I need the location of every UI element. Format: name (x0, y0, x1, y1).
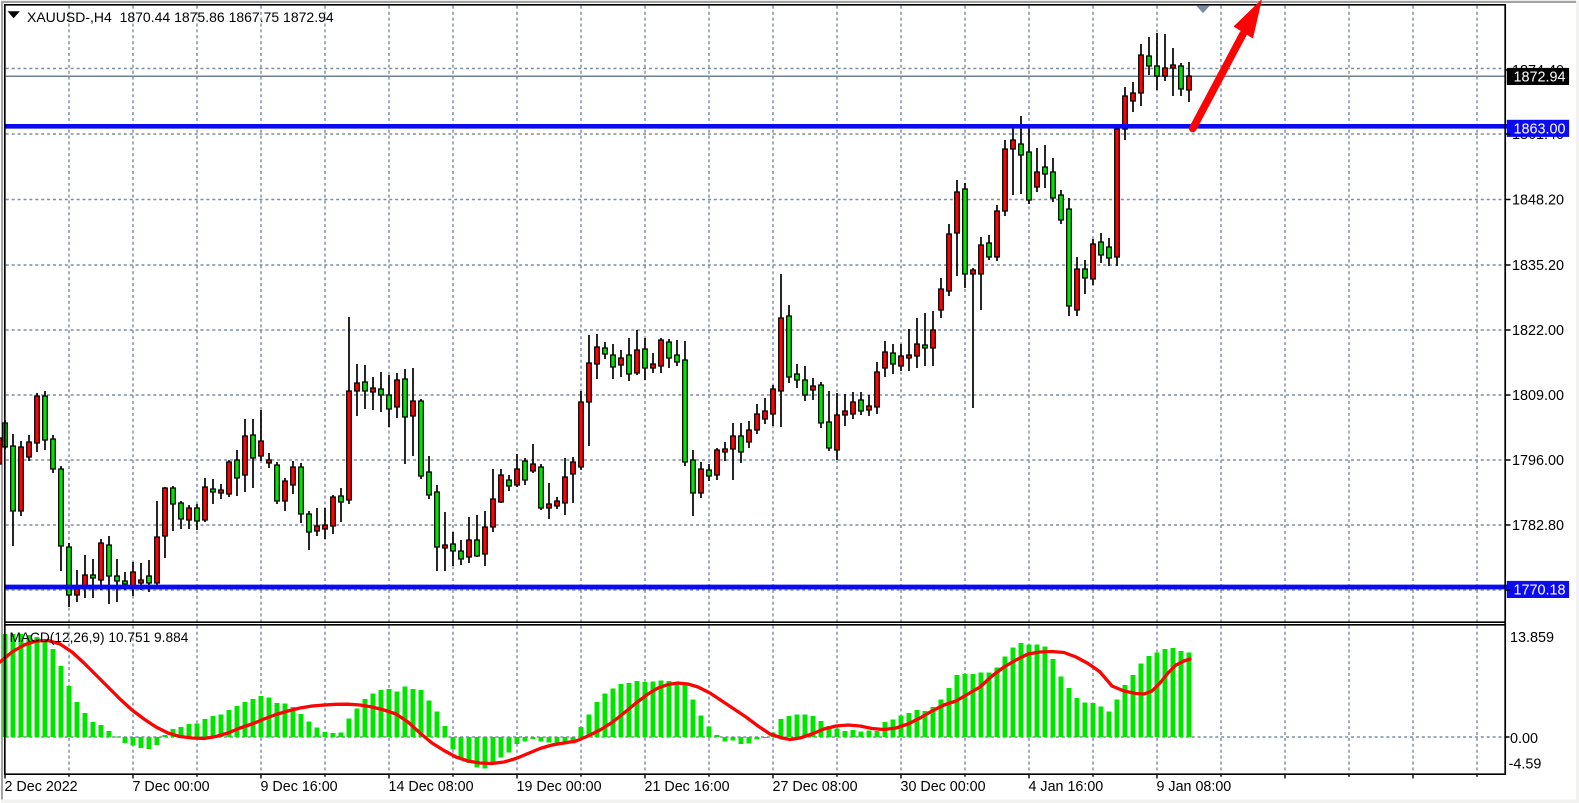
svg-text:27 Dec 08:00: 27 Dec 08:00 (773, 779, 858, 795)
svg-text:14 Dec 08:00: 14 Dec 08:00 (389, 779, 474, 795)
svg-text:1822.00: 1822.00 (1512, 323, 1564, 339)
svg-text:9 Jan 08:00: 9 Jan 08:00 (1157, 779, 1232, 795)
svg-text:21 Dec 16:00: 21 Dec 16:00 (645, 779, 730, 795)
svg-text:7 Dec 00:00: 7 Dec 00:00 (133, 779, 210, 795)
svg-text:4 Jan 16:00: 4 Jan 16:00 (1029, 779, 1104, 795)
svg-text:-4.59: -4.59 (1509, 757, 1542, 773)
svg-text:2 Dec 2022: 2 Dec 2022 (5, 779, 78, 795)
svg-text:13.859: 13.859 (1510, 630, 1554, 646)
svg-text:1770.18: 1770.18 (1514, 583, 1566, 599)
svg-text:1782.80: 1782.80 (1512, 518, 1564, 534)
svg-text:0.00: 0.00 (1510, 731, 1538, 747)
svg-text:1848.20: 1848.20 (1512, 193, 1564, 209)
svg-text:1863.00: 1863.00 (1514, 121, 1566, 137)
svg-text:1872.94: 1872.94 (1514, 70, 1566, 86)
svg-text:XAUUSD-,H4 1870.44 1875.86 18: XAUUSD-,H4 1870.44 1875.86 1867.75 1872.… (27, 9, 334, 25)
svg-text:1796.00: 1796.00 (1512, 453, 1564, 469)
svg-text:1809.00: 1809.00 (1512, 388, 1564, 404)
svg-text:1835.20: 1835.20 (1512, 258, 1564, 274)
svg-text:30 Dec 00:00: 30 Dec 00:00 (901, 779, 986, 795)
svg-text:MACD(12,26,9) 10.751 9.884: MACD(12,26,9) 10.751 9.884 (10, 630, 189, 645)
svg-text:9 Dec 16:00: 9 Dec 16:00 (261, 779, 338, 795)
svg-text:19 Dec 00:00: 19 Dec 00:00 (517, 779, 602, 795)
